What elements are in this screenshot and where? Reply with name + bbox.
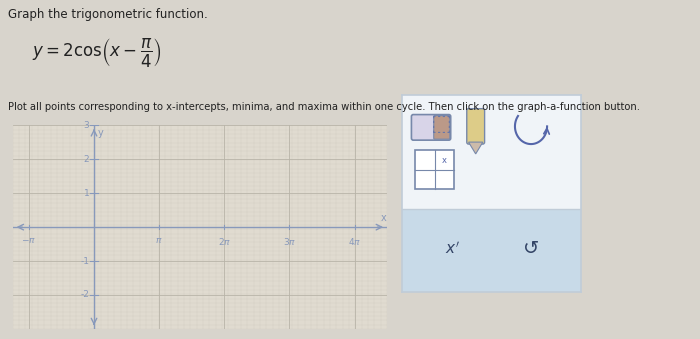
FancyBboxPatch shape bbox=[415, 150, 454, 189]
Text: y: y bbox=[98, 128, 104, 138]
Text: 3: 3 bbox=[84, 121, 90, 130]
Text: ⬚: ⬚ bbox=[431, 115, 452, 134]
FancyBboxPatch shape bbox=[434, 116, 450, 139]
Text: $y = 2\cos\!\left(x - \dfrac{\pi}{4}\right)$: $y = 2\cos\!\left(x - \dfrac{\pi}{4}\rig… bbox=[32, 36, 161, 68]
Text: 2: 2 bbox=[84, 155, 90, 164]
FancyBboxPatch shape bbox=[402, 209, 581, 292]
Text: $4\pi$: $4\pi$ bbox=[348, 236, 361, 246]
Text: $x'$: $x'$ bbox=[445, 240, 460, 257]
Text: $3\pi$: $3\pi$ bbox=[283, 236, 296, 246]
Text: $2\pi$: $2\pi$ bbox=[218, 236, 231, 246]
Text: x: x bbox=[442, 156, 447, 165]
Text: Graph the trigonometric function.: Graph the trigonometric function. bbox=[8, 8, 208, 21]
Text: 🔲: 🔲 bbox=[437, 115, 447, 134]
FancyBboxPatch shape bbox=[412, 115, 451, 140]
Text: -2: -2 bbox=[80, 291, 90, 299]
Text: $-\pi$: $-\pi$ bbox=[21, 236, 36, 245]
Text: 1: 1 bbox=[84, 189, 90, 198]
Text: -1: -1 bbox=[80, 257, 90, 265]
Text: $\pi$: $\pi$ bbox=[155, 236, 163, 245]
Polygon shape bbox=[468, 142, 483, 154]
Text: Plot all points corresponding to x-intercepts, minima, and maxima within one cyc: Plot all points corresponding to x-inter… bbox=[8, 102, 640, 112]
Text: x: x bbox=[381, 213, 387, 223]
Text: ↺: ↺ bbox=[523, 239, 539, 258]
FancyBboxPatch shape bbox=[467, 109, 484, 144]
